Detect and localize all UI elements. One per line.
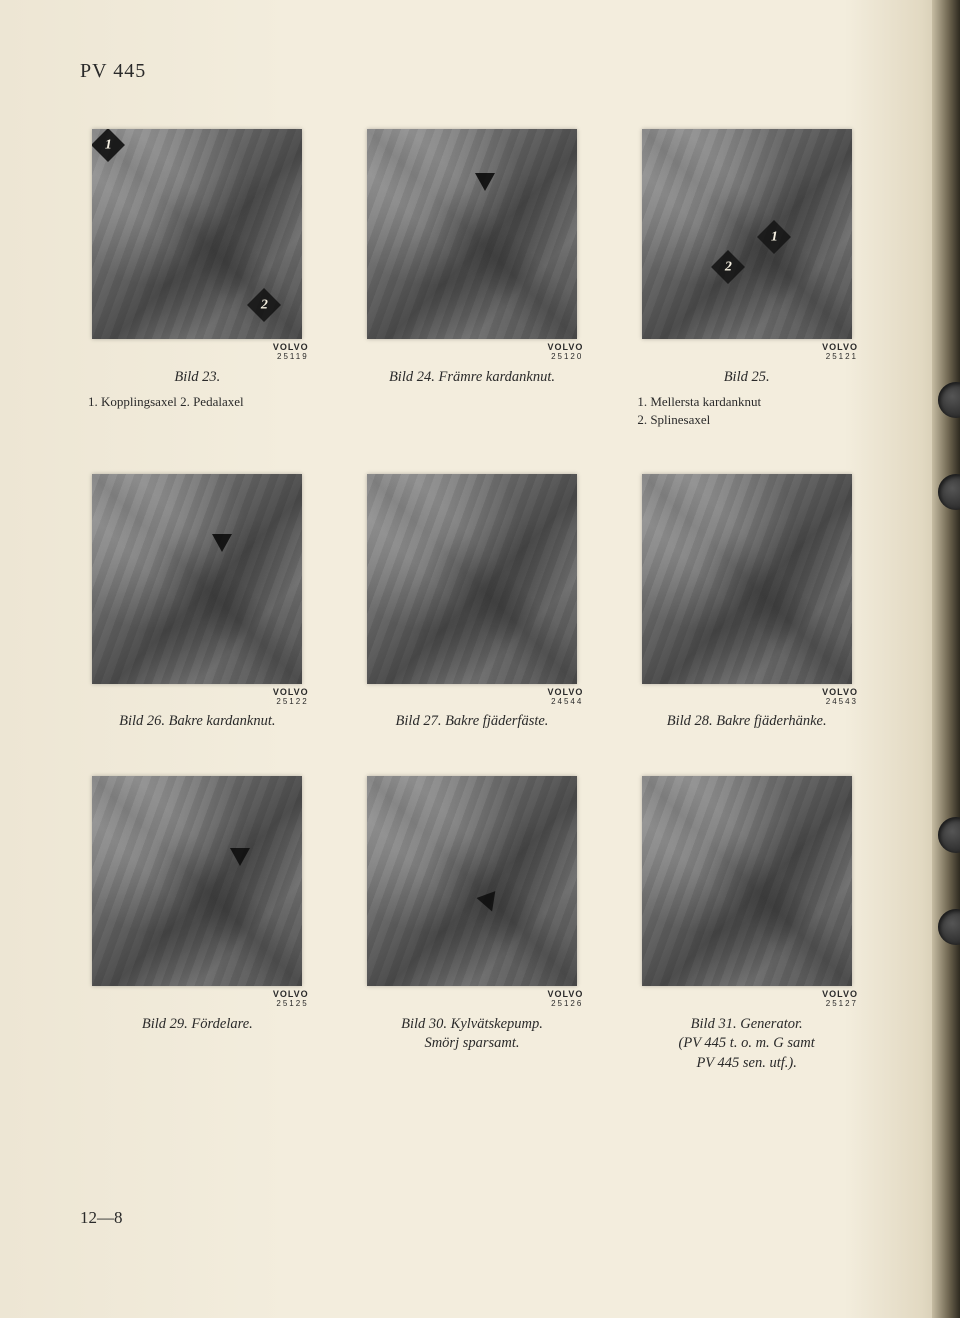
pointer-arrow-icon bbox=[475, 173, 495, 191]
callout-number: 2 bbox=[724, 259, 731, 275]
figure-legend: 1. Kopplingsaxel 2. Pedalaxel bbox=[80, 393, 315, 411]
figure-cell: VOLVO25122 Bild 26. Bakre kardanknut. bbox=[80, 474, 315, 732]
figure-photo bbox=[367, 776, 577, 986]
volvo-number: 25121 bbox=[822, 353, 858, 362]
volvo-tag: VOLVO25122 bbox=[273, 688, 309, 707]
pointer-arrow-icon bbox=[212, 534, 232, 552]
page-binding bbox=[932, 0, 960, 1318]
volvo-tag: VOLVO25126 bbox=[547, 990, 583, 1009]
figure-photo bbox=[92, 474, 302, 684]
figure-photo bbox=[367, 129, 577, 339]
volvo-number: 24543 bbox=[822, 698, 858, 707]
figure-number: Bild 27. bbox=[396, 713, 442, 729]
figure-caption: Bild 27. Bakre fjäderfäste. bbox=[355, 712, 590, 732]
figure-title: Generator. bbox=[740, 1016, 802, 1032]
figure-caption: Bild 31. Generator. (PV 445 t. o. m. G sa… bbox=[629, 1015, 864, 1074]
callout-marker: 2 bbox=[247, 288, 281, 322]
figure-cell: VOLVO25127 Bild 31. Generator. (PV 445 t. … bbox=[629, 776, 864, 1073]
figure-number: Bild 28. bbox=[667, 713, 713, 729]
figure-extra: Smörj sparsamt. bbox=[424, 1035, 519, 1051]
callout-marker: 1 bbox=[757, 220, 791, 254]
figure-cell: VOLVO24543 Bild 28. Bakre fjäderhänke. bbox=[629, 474, 864, 732]
figure-number: Bild 26. bbox=[119, 713, 165, 729]
page-header: PV 445 bbox=[80, 60, 864, 83]
figure-grid: 12VOLVO25119Bild 23.1. Kopplingsaxel 2. … bbox=[80, 129, 864, 1073]
figure-cell: 12VOLVO25121Bild 25.1. Mellersta kardank… bbox=[629, 129, 864, 430]
figure-legend: 1. Mellersta kardanknut2. Splinesaxel bbox=[629, 393, 864, 429]
figure-caption: Bild 26. Bakre kardanknut. bbox=[80, 712, 315, 732]
callout-marker: 2 bbox=[711, 250, 745, 284]
volvo-tag: VOLVO25119 bbox=[273, 343, 309, 362]
figure-cell: VOLVO25125 Bild 29. Fördelare. bbox=[80, 776, 315, 1073]
figure-extra: PV 445 sen. utf.). bbox=[696, 1055, 796, 1071]
callout-number: 1 bbox=[105, 137, 112, 153]
legend-line: 1. Mellersta kardanknut bbox=[637, 393, 864, 411]
figure-photo bbox=[642, 474, 852, 684]
legend-line: 1. Kopplingsaxel 2. Pedalaxel bbox=[88, 393, 315, 411]
volvo-tag: VOLVO24543 bbox=[822, 688, 858, 707]
figure-title: Bakre fjäderhänke. bbox=[716, 713, 826, 729]
volvo-number: 25127 bbox=[822, 1000, 858, 1009]
figure-number: Bild 30. bbox=[401, 1016, 447, 1032]
figure-caption: Bild 28. Bakre fjäderhänke. bbox=[629, 712, 864, 732]
legend-line: 2. Splinesaxel bbox=[637, 411, 864, 429]
figure-title: Kylvätskepump. bbox=[451, 1016, 543, 1032]
figure-caption: Bild 23. bbox=[80, 368, 315, 388]
figure-number: Bild 31. bbox=[691, 1016, 737, 1032]
volvo-tag: VOLVO25120 bbox=[547, 343, 583, 362]
volvo-number: 25120 bbox=[547, 353, 583, 362]
figure-title: Främre kardanknut. bbox=[439, 369, 556, 385]
figure-number: Bild 24. bbox=[389, 369, 435, 385]
figure-extra: (PV 445 t. o. m. G samt bbox=[679, 1035, 815, 1051]
figure-cell: VOLVO25120 Bild 24. Främre kardanknut. bbox=[355, 129, 590, 430]
figure-caption: Bild 30. Kylvätskepump. Smörj sparsamt. bbox=[355, 1015, 590, 1054]
volvo-number: 24544 bbox=[547, 698, 583, 707]
figure-title: Bakre fjäderfäste. bbox=[445, 713, 548, 729]
figure-cell: VOLVO25126 Bild 30. Kylvätskepump. Smörj s… bbox=[355, 776, 590, 1073]
figure-photo bbox=[92, 776, 302, 986]
figure-cell: 12VOLVO25119Bild 23.1. Kopplingsaxel 2. … bbox=[80, 129, 315, 430]
volvo-number: 25119 bbox=[273, 353, 309, 362]
volvo-number: 25125 bbox=[273, 1000, 309, 1009]
volvo-tag: VOLVO24544 bbox=[547, 688, 583, 707]
volvo-tag: VOLVO25125 bbox=[273, 990, 309, 1009]
figure-number: Bild 23. bbox=[174, 369, 220, 385]
volvo-number: 25126 bbox=[547, 1000, 583, 1009]
figure-title: Bakre kardanknut. bbox=[169, 713, 276, 729]
callout-number: 1 bbox=[770, 229, 777, 245]
pointer-arrow-icon bbox=[477, 891, 502, 915]
figure-title: Fördelare. bbox=[191, 1016, 252, 1032]
figure-photo: 12 bbox=[92, 129, 302, 339]
figure-number: Bild 25. bbox=[724, 369, 770, 385]
volvo-tag: VOLVO25127 bbox=[822, 990, 858, 1009]
volvo-tag: VOLVO25121 bbox=[822, 343, 858, 362]
page-footer: 12—8 bbox=[80, 1208, 123, 1228]
figure-caption: Bild 25. bbox=[629, 368, 864, 388]
pointer-arrow-icon bbox=[230, 848, 250, 866]
figure-photo bbox=[642, 776, 852, 986]
manual-page: PV 445 12VOLVO25119Bild 23.1. Kopplingsa… bbox=[0, 0, 960, 1318]
figure-number: Bild 29. bbox=[142, 1016, 188, 1032]
figure-caption: Bild 29. Fördelare. bbox=[80, 1015, 315, 1035]
figure-photo: 12 bbox=[642, 129, 852, 339]
callout-marker: 1 bbox=[92, 129, 125, 162]
callout-number: 2 bbox=[261, 297, 268, 313]
figure-photo bbox=[367, 474, 577, 684]
figure-cell: VOLVO24544 Bild 27. Bakre fjäderfäste. bbox=[355, 474, 590, 732]
volvo-number: 25122 bbox=[273, 698, 309, 707]
figure-caption: Bild 24. Främre kardanknut. bbox=[355, 368, 590, 388]
